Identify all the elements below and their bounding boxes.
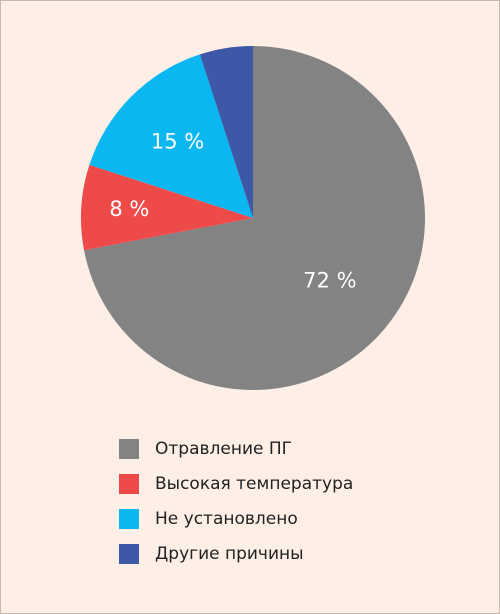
legend-item-drugie-prichiny: Другие причины xyxy=(119,543,353,565)
legend-label-drugie-prichiny: Другие причины xyxy=(155,544,304,564)
legend-item-ne-ustanovleno: Не установлено xyxy=(119,508,353,530)
legend-label-ne-ustanovleno: Не установлено xyxy=(155,509,298,529)
pie-slice-otravlenie xyxy=(84,46,425,390)
pie-label-otravlenie: 72 % xyxy=(303,269,356,293)
pie-chart: 72 % 8 % 15 % xyxy=(81,46,425,390)
pie-slice-drugie-prichiny xyxy=(199,46,253,218)
legend-label-vysokaya-temperatura: Высокая температура xyxy=(155,474,354,494)
pie-label-vysokaya-temperatura: 8 % xyxy=(109,197,149,221)
pie-label-ne-ustanovleno: 15 % xyxy=(151,130,204,154)
legend: Отравление ПГ Высокая температура Не уст… xyxy=(119,438,353,578)
legend-item-vysokaya-temperatura: Высокая температура xyxy=(119,473,353,495)
legend-swatch-ne-ustanovleno xyxy=(119,509,139,529)
legend-swatch-otravlenie xyxy=(119,439,139,459)
legend-label-otravlenie: Отравление ПГ xyxy=(155,439,293,459)
legend-swatch-vysokaya-temperatura xyxy=(119,474,139,494)
pie-slice-ne-ustanovleno xyxy=(89,54,254,219)
legend-swatch-drugie-prichiny xyxy=(119,544,139,564)
legend-item-otravlenie: Отравление ПГ xyxy=(119,438,353,460)
pie-slice-vysokaya-temperatura xyxy=(81,164,253,251)
